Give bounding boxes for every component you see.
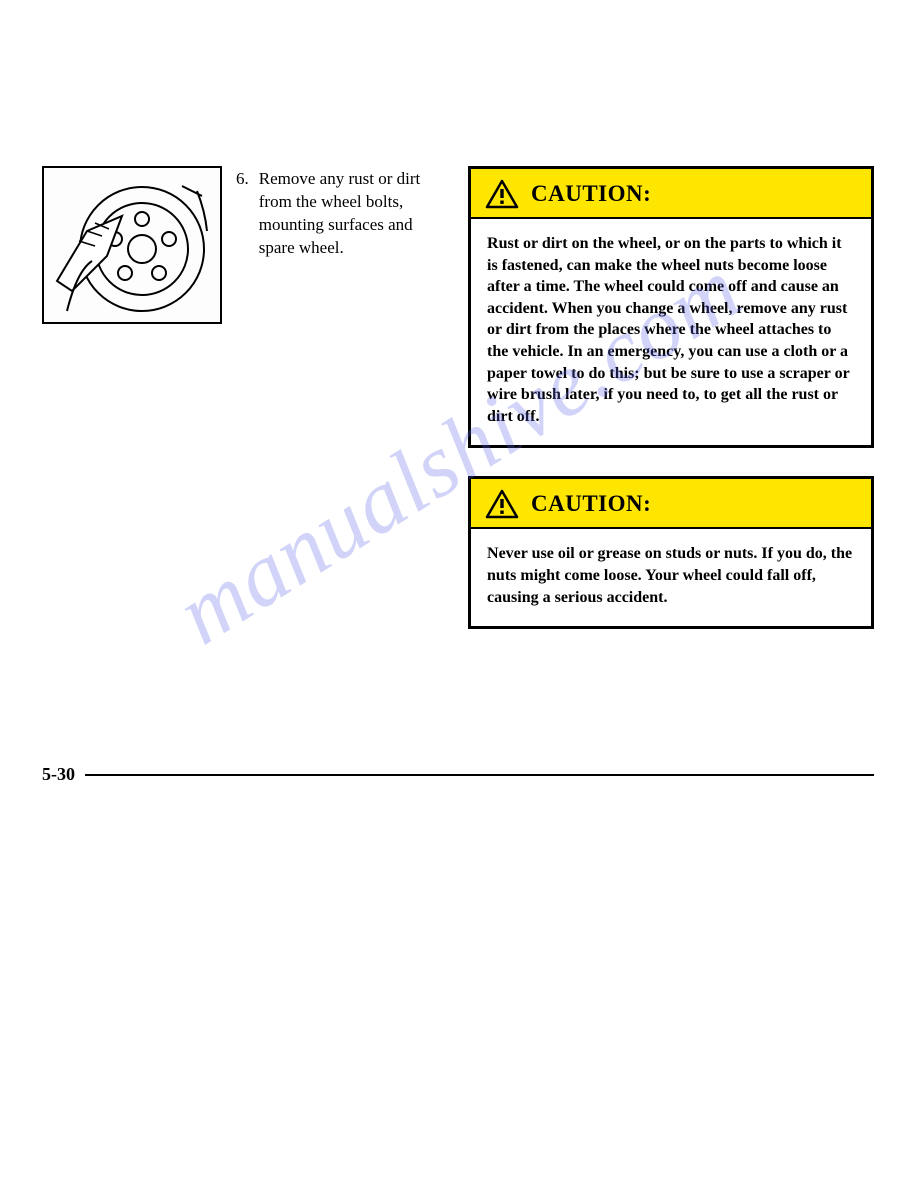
step-body: Remove any rust or dirt from the wheel b…	[259, 168, 440, 260]
footer-rule	[85, 774, 874, 776]
page-footer: 5-30	[42, 764, 874, 785]
caution-header: CAUTION:	[471, 169, 871, 219]
step-number: 6.	[236, 168, 249, 260]
right-column: CAUTION: Rust or dirt on the wheel, or o…	[468, 166, 874, 629]
warning-triangle-icon	[485, 179, 519, 209]
left-column: 6. Remove any rust or dirt from the whee…	[42, 166, 440, 629]
wheel-hub-icon	[47, 171, 217, 319]
caution-body: Rust or dirt on the wheel, or on the par…	[471, 219, 871, 445]
warning-triangle-icon	[485, 489, 519, 519]
caution-title: CAUTION:	[531, 491, 651, 517]
wheel-hub-diagram	[42, 166, 222, 324]
content-area: 6. Remove any rust or dirt from the whee…	[42, 166, 874, 746]
caution-box-rust: CAUTION: Rust or dirt on the wheel, or o…	[468, 166, 874, 448]
caution-box-grease: CAUTION: Never use oil or grease on stud…	[468, 476, 874, 629]
page-number: 5-30	[42, 764, 85, 785]
caution-title: CAUTION:	[531, 181, 651, 207]
caution-header: CAUTION:	[471, 479, 871, 529]
manual-page: 6. Remove any rust or dirt from the whee…	[0, 0, 918, 1188]
instruction-step: 6. Remove any rust or dirt from the whee…	[236, 166, 440, 260]
two-column-layout: 6. Remove any rust or dirt from the whee…	[42, 166, 874, 629]
caution-body: Never use oil or grease on studs or nuts…	[471, 529, 871, 626]
